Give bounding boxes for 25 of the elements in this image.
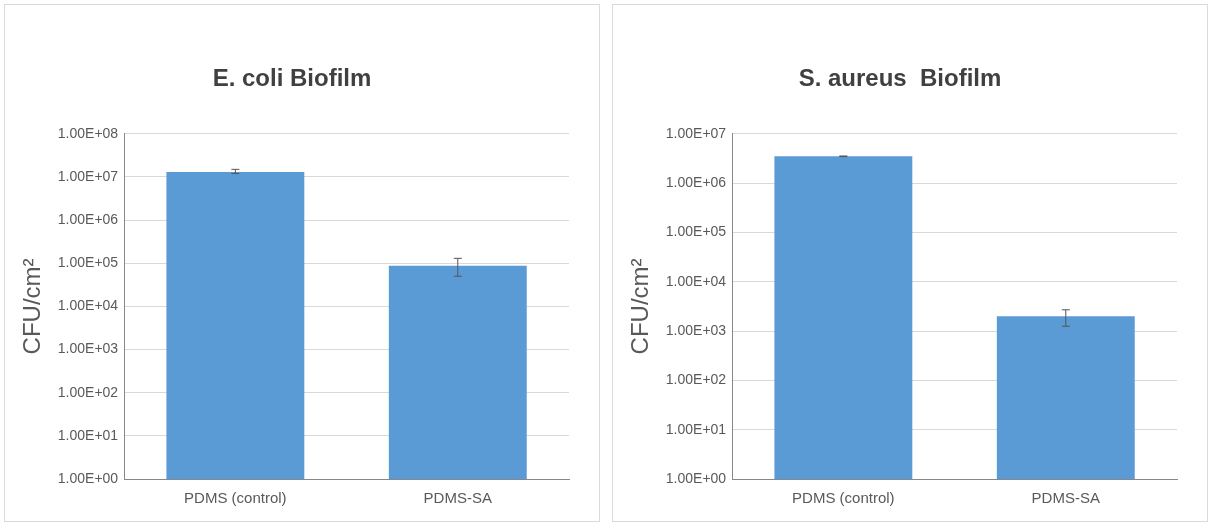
y-tick-label: 1.00E+04	[57, 297, 119, 314]
x-tick-label: PDMS-SA	[1031, 489, 1100, 507]
y-tick-label: 1.00E+05	[665, 223, 727, 240]
chart-title: S. aureus Biofilm	[798, 64, 1002, 92]
y-tick-label: 1.00E+03	[57, 340, 119, 357]
y-tick-label: 1.00E+05	[57, 254, 119, 271]
y-tick-label: 1.00E+06	[665, 173, 727, 190]
y-tick-label: 1.00E+01	[57, 426, 119, 443]
y-tick-label: 1.00E+03	[665, 321, 727, 338]
x-tick-label: PDMS (control)	[792, 489, 895, 507]
y-axis-title: CFU/cm²	[626, 258, 654, 355]
y-tick-label: 1.00E+01	[665, 420, 727, 437]
y-tick-label: 1.00E+02	[665, 371, 727, 388]
y-tick-label: 1.00E+08	[57, 124, 119, 141]
x-tick-label: PDMS (control)	[184, 489, 287, 507]
y-tick-label: 1.00E+00	[665, 469, 727, 486]
y-tick-label: 1.00E+04	[665, 272, 727, 289]
y-tick-label: 1.00E+00	[57, 469, 119, 486]
x-tick-label: PDMS-SA	[423, 489, 492, 507]
y-tick-label: 1.00E+07	[665, 124, 727, 141]
y-tick-label: 1.00E+06	[57, 210, 119, 227]
y-tick-label: 1.00E+02	[57, 383, 119, 400]
y-axis-title: CFU/cm²	[18, 258, 46, 355]
chart-title: E. coli Biofilm	[212, 64, 372, 92]
y-tick-label: 1.00E+07	[57, 167, 119, 184]
